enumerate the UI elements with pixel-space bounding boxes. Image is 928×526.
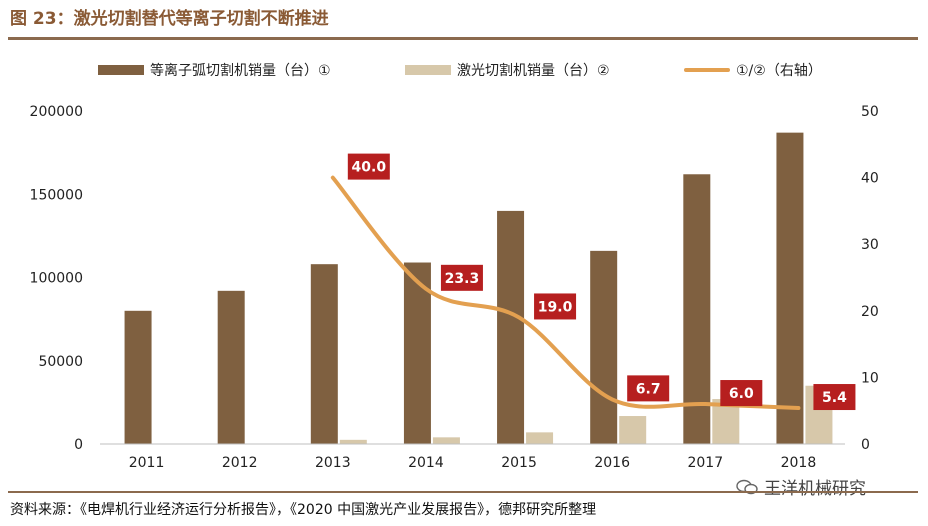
legend-swatch-plasma <box>98 65 144 75</box>
y-right-tick-label: 20 <box>861 304 879 320</box>
ratio-data-label: 6.0 <box>729 386 754 402</box>
legend-item-plasma: 等离子弧切割机销量（台）① <box>98 60 331 80</box>
y-left-tick-label: 200000 <box>30 104 83 120</box>
x-tick-label: 2013 <box>315 455 351 471</box>
y-right-tick-label: 30 <box>861 237 879 253</box>
ratio-data-label: 6.7 <box>636 381 661 397</box>
x-tick-label: 2015 <box>501 455 537 471</box>
x-tick-label: 2017 <box>687 455 723 471</box>
y-left-tick-label: 150000 <box>30 187 83 203</box>
legend-swatch-laser <box>405 65 451 75</box>
y-right-tick-label: 0 <box>861 437 870 453</box>
bar-plasma-2015 <box>497 210 525 444</box>
bar-plasma-2017 <box>683 174 711 444</box>
source-note: 资料来源：《电焊机行业经济运行分析报告》，《2020 中国激光产业发展报告》，德… <box>10 502 597 518</box>
bar-plasma-2016 <box>590 250 618 444</box>
y-left-tick-label: 100000 <box>30 271 83 287</box>
ratio-data-label: 5.4 <box>822 390 847 406</box>
bar-plasma-2013 <box>310 264 338 444</box>
bottom-divider <box>8 491 918 493</box>
ratio-label-box <box>534 293 577 320</box>
chart-legend: 等离子弧切割机销量（台）① 激光切割机销量（台）② ①/②（右轴） <box>0 60 928 82</box>
x-tick-label: 2012 <box>222 455 258 471</box>
legend-item-ratio: ①/②（右轴） <box>684 60 822 80</box>
bar-plasma-2018 <box>776 132 804 444</box>
legend-label-plasma: 等离子弧切割机销量（台）① <box>150 63 331 79</box>
bar-laser-2014 <box>432 437 460 444</box>
top-divider <box>8 37 918 40</box>
ratio-data-label: 23.3 <box>445 271 480 287</box>
bar-plasma-2014 <box>403 262 431 444</box>
ratio-label-box <box>720 380 763 407</box>
legend-label-ratio: ①/②（右轴） <box>736 63 822 79</box>
figure-title: 图 23：激光切割替代等离子切割不断推进 <box>10 9 329 29</box>
ratio-data-label: 40.0 <box>352 160 387 176</box>
ratio-data-label: 19.0 <box>538 299 573 315</box>
x-tick-label: 2014 <box>408 455 444 471</box>
legend-item-laser: 激光切割机销量（台）② <box>405 60 610 80</box>
ratio-label-box <box>347 153 390 180</box>
x-tick-label: 2011 <box>129 455 165 471</box>
watermark: 王洋机械研究 <box>736 474 866 499</box>
watermark-text: 王洋机械研究 <box>764 479 866 499</box>
ratio-label-box <box>813 384 856 411</box>
bar-plasma-2012 <box>217 290 245 444</box>
bar-laser-2016 <box>619 416 647 444</box>
y-right-tick-label: 40 <box>861 171 879 187</box>
x-tick-label: 2018 <box>781 455 817 471</box>
legend-label-laser: 激光切割机销量（台）② <box>457 63 610 79</box>
ratio-label-box <box>440 264 483 291</box>
ratio-label-box <box>627 375 670 402</box>
legend-swatch-ratio <box>684 68 730 72</box>
bar-laser-2015 <box>526 432 554 444</box>
bar-plasma-2011 <box>124 310 152 444</box>
y-right-tick-label: 50 <box>861 104 879 120</box>
x-tick-label: 2016 <box>594 455 630 471</box>
ratio-line <box>330 175 801 411</box>
bar-laser-2013 <box>339 439 367 444</box>
y-right-tick-label: 10 <box>861 370 879 386</box>
y-left-tick-label: 0 <box>74 437 83 453</box>
y-left-tick-label: 50000 <box>38 354 83 370</box>
